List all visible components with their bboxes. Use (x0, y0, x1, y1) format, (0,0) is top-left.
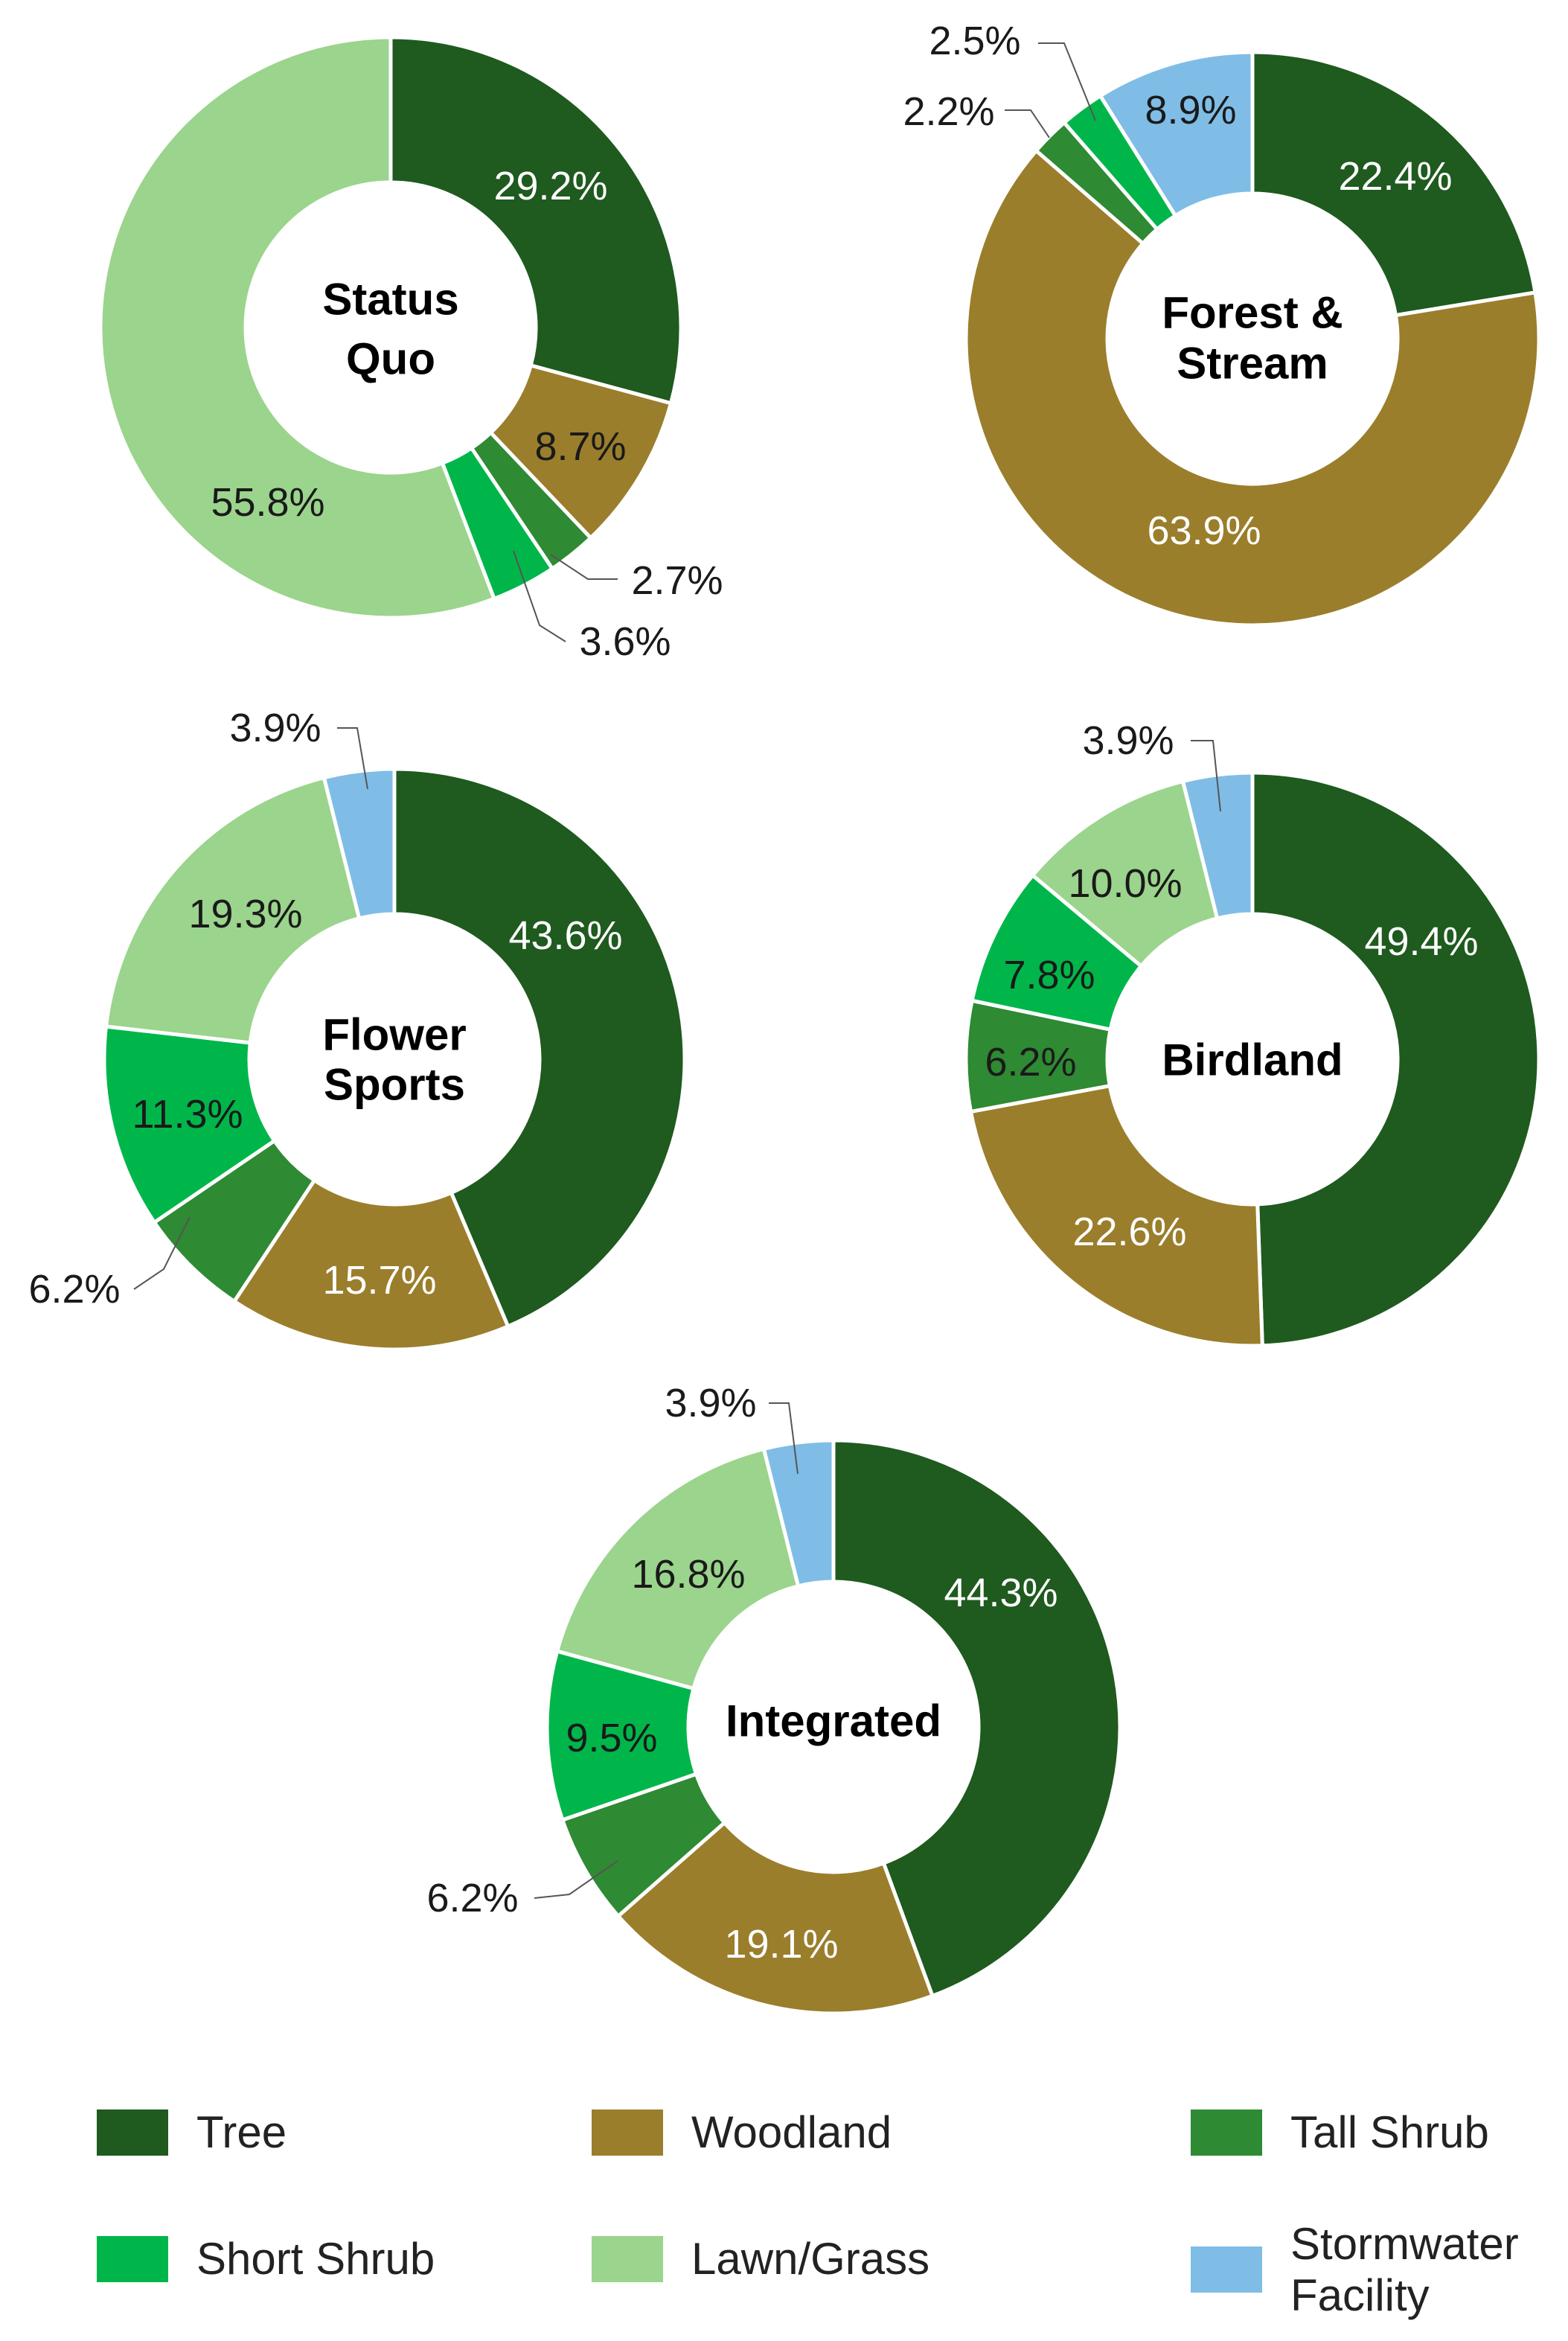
data-label: 44.3% (944, 1571, 1057, 1615)
donut-charts: 29.2% 8.7% 2.7% 3.6% 55.8% Status Quo 22.4% 63.9… (28, 19, 1541, 2016)
leader-line (337, 727, 368, 790)
legend-item-tall-shrub: Tall Shrub (1191, 2107, 1489, 2158)
leader-line (133, 1216, 191, 1290)
data-label: 9.5% (566, 1716, 657, 1760)
leader-line (513, 550, 566, 642)
data-label: 2.5% (929, 19, 1020, 63)
chart-center-label: Forest & (1162, 288, 1343, 338)
data-label: 10.0% (1068, 861, 1182, 906)
legend-label-stormwater-facility: Stormwater Facility (1290, 2219, 1519, 2320)
data-label: 2.2% (903, 89, 994, 134)
donut-chart-4: 49.4% 22.6% 6.2% 7.8% 10.0% 3.9% Birdland (964, 718, 1541, 1348)
legend-item-lawn-grass: Lawn/Grass (592, 2233, 929, 2284)
chart-center-label: Quo (346, 334, 435, 384)
data-label: 63.9% (1147, 508, 1261, 553)
leader-line (769, 1402, 799, 1475)
chart-center-label: Integrated (726, 1696, 941, 1746)
data-label: 55.8% (211, 480, 324, 525)
donut-chart-5: 44.3% 19.1% 6.2% 9.5% 16.8% 3.9% Integrated (426, 1381, 1122, 2016)
leader-line (1038, 42, 1096, 121)
chart-center-label: Sports (324, 1060, 465, 1110)
data-label: 22.6% (1072, 1210, 1186, 1254)
legend-swatch-tree (97, 2109, 168, 2156)
slice-woodland (968, 1083, 1264, 1348)
legend-swatch-stormwater-facility (1191, 2246, 1262, 2293)
legend: Tree Woodland Tall Shrub Short Shrub Law… (0, 2069, 1568, 2341)
data-label: 6.2% (28, 1267, 120, 1312)
data-label: 6.2% (426, 1876, 518, 1920)
slice-stormwater-facility (1098, 50, 1255, 219)
data-label: 22.4% (1338, 154, 1452, 199)
chart-center-label: Birdland (1162, 1035, 1343, 1085)
legend-label-lawn-grass: Lawn/Grass (691, 2234, 930, 2284)
slice-tree (392, 767, 687, 1329)
slice-woodland (231, 1178, 511, 1352)
legend-item-tree: Tree (97, 2107, 287, 2158)
chart-center-label: Flower (322, 1010, 466, 1060)
donut-chart-2: 22.4% 63.9% 2.2% 2.5% 8.9% Forest &Stream (903, 19, 1541, 627)
leader-line (1191, 740, 1221, 812)
data-label: 6.2% (985, 1040, 1076, 1085)
legend-item-stormwater-facility: Stormwater Facility (1191, 2218, 1558, 2321)
slice-woodland (964, 147, 1541, 627)
donut-chart-1: 29.2% 8.7% 2.7% 3.6% 55.8% Status Quo (98, 35, 723, 664)
data-label: 3.9% (1082, 718, 1174, 763)
data-label: 29.2% (493, 164, 607, 208)
slice-tree (831, 1438, 1122, 1999)
slice-tree (1250, 770, 1541, 1348)
slice-stormwater-facility (1180, 770, 1255, 921)
chart-center-label: Status (322, 275, 458, 325)
legend-item-woodland: Woodland (592, 2107, 892, 2158)
legend-label-short-shrub: Short Shrub (196, 2234, 435, 2284)
legend-label-tall-shrub: Tall Shrub (1290, 2107, 1489, 2157)
slice-stormwater-facility (761, 1438, 836, 1588)
data-label: 15.7% (322, 1258, 436, 1303)
data-label: 3.9% (229, 706, 321, 750)
leader-line (534, 1860, 618, 1899)
leader-line (550, 554, 618, 580)
legend-label-woodland: Woodland (691, 2107, 892, 2157)
legend-swatch-tall-shrub (1191, 2109, 1262, 2156)
leader-line (1005, 109, 1050, 138)
slice-lawn-grass (103, 775, 362, 1045)
legend-label-tree: Tree (196, 2107, 287, 2157)
data-label: 16.8% (631, 1552, 745, 1597)
data-label: 2.7% (631, 558, 723, 603)
chart-center-label: Stream (1177, 339, 1328, 389)
legend-swatch-woodland (592, 2109, 663, 2156)
data-label: 43.6% (508, 913, 622, 958)
slice-woodland (615, 1820, 935, 2016)
data-label: 8.9% (1145, 88, 1236, 132)
data-label: 19.3% (188, 892, 302, 936)
legend-item-short-shrub: Short Shrub (97, 2233, 435, 2284)
data-label: 7.8% (1003, 953, 1095, 997)
data-label: 49.4% (1364, 919, 1478, 964)
data-label: 8.7% (534, 424, 626, 469)
data-label: 11.3% (132, 1092, 243, 1137)
data-label: 3.9% (665, 1381, 756, 1425)
slice-lawn-grass (98, 35, 497, 620)
slice-lawn-grass (554, 1446, 801, 1691)
data-label: 19.1% (724, 1922, 838, 1967)
legend-swatch-lawn-grass (592, 2235, 663, 2282)
slice-tree (1250, 50, 1537, 318)
slice-short-shrub (102, 1024, 278, 1225)
slice-stormwater-facility (321, 767, 397, 921)
slice-tree (388, 35, 683, 406)
legend-swatch-short-shrub (97, 2235, 168, 2282)
data-label: 3.6% (579, 619, 671, 664)
